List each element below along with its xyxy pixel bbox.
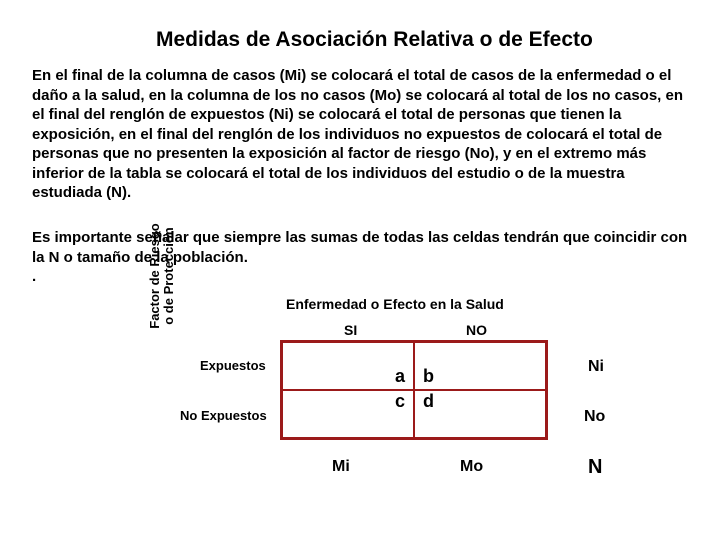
paragraph-1: En el final de la columna de casos (Mi) … [32, 66, 692, 203]
two-by-two-table: a b c d [280, 340, 548, 440]
side-label-line2: o de Protección [161, 227, 176, 325]
margin-mi: Mi [332, 458, 350, 476]
table-top-header: Enfermedad o Efecto en la Salud [286, 296, 504, 312]
col-header-yes: SI [344, 322, 357, 338]
cell-letter-b: b [423, 366, 434, 387]
cell-d: d [414, 390, 546, 438]
paragraph-2: Es importante señalar que siempre las su… [32, 228, 692, 267]
cell-a: a [282, 342, 414, 390]
table-row: a b [282, 342, 546, 390]
cell-letter-c: c [395, 391, 405, 412]
row-label-exposed: Expuestos [200, 358, 266, 373]
col-header-no: NO [466, 322, 487, 338]
cell-c: c [282, 390, 414, 438]
side-axis-label: Factor de Riesgo o de Protección [148, 206, 178, 346]
cell-b: b [414, 342, 546, 390]
margin-n: N [588, 456, 602, 479]
page-title: Medidas de Asociación Relativa o de Efec… [156, 28, 593, 52]
margin-mo: Mo [460, 458, 483, 476]
cell-letter-d: d [423, 391, 434, 412]
margin-ni: Ni [588, 358, 604, 376]
cell-letter-a: a [395, 366, 405, 387]
margin-no: No [584, 408, 605, 426]
table-row: c d [282, 390, 546, 438]
row-label-not-exposed: No Expuestos [180, 408, 267, 423]
stray-dot: . [32, 268, 36, 285]
